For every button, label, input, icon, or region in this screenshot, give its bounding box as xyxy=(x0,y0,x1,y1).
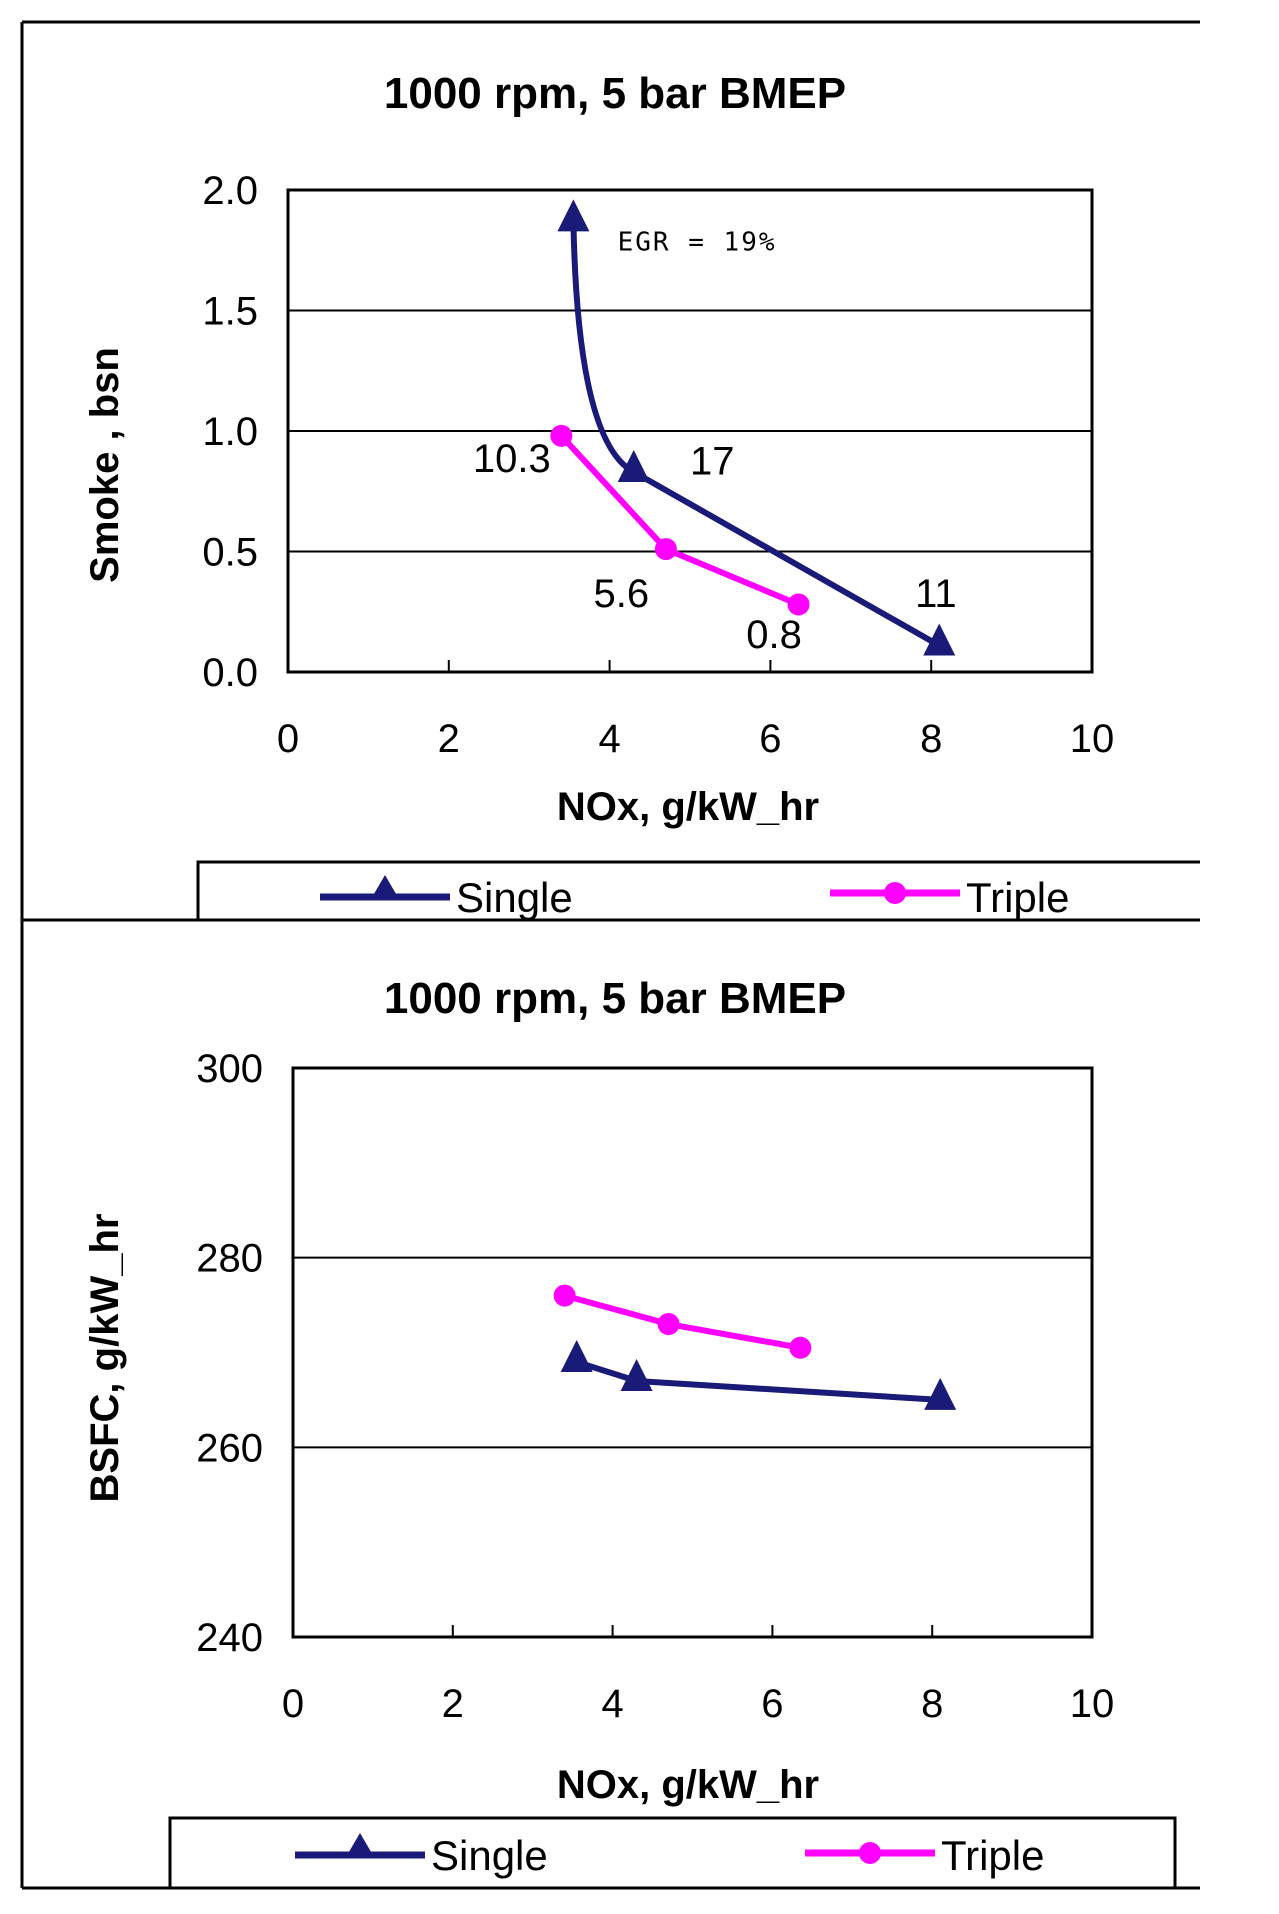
data-point-single xyxy=(557,199,590,232)
data-point-triple xyxy=(789,1336,812,1359)
series-line-triple xyxy=(563,1292,801,1351)
x-tick-label: 0 xyxy=(277,717,299,761)
x-tick-label: 4 xyxy=(601,1682,623,1726)
y-tick-label: 280 xyxy=(196,1237,263,1281)
x-axis-title: NOx, g/kW_hr xyxy=(557,1763,819,1807)
y-tick-label: 260 xyxy=(196,1426,263,1470)
data-point-triple xyxy=(553,1284,576,1307)
legend-triple-marker xyxy=(859,1842,881,1864)
x-tick-label: 2 xyxy=(442,1682,464,1726)
annotation-label: 0.8 xyxy=(746,613,802,657)
x-tick-label: 6 xyxy=(759,717,781,761)
chart-title: 1000 rpm, 5 bar BMEP xyxy=(384,974,846,1023)
chart-title: 1000 rpm, 5 bar BMEP xyxy=(384,69,846,118)
legend-box xyxy=(196,860,1200,920)
data-point-triple xyxy=(654,538,677,561)
data-point-single xyxy=(560,1339,593,1372)
legend-triple-label: Triple xyxy=(966,874,1069,921)
annotation-label: 11 xyxy=(915,572,957,616)
x-tick-label: 10 xyxy=(1070,717,1115,761)
smoke-chart: 1000 rpm, 5 bar BMEP Smoke , bsn NOx, g/… xyxy=(83,69,1200,921)
x-tick-label: 2 xyxy=(438,717,460,761)
plot-area: 240 260 280 300 0 2 4 6 8 10 xyxy=(196,1047,1114,1726)
annotation-label: EGR = 19% xyxy=(618,227,777,257)
data-point-single xyxy=(923,623,956,656)
x-tick-label: 8 xyxy=(920,717,942,761)
annotation-label: 5.6 xyxy=(594,572,650,616)
series-line-single xyxy=(575,1359,941,1403)
y-tick-label: 2.0 xyxy=(202,169,258,213)
legend-single-marker xyxy=(371,875,399,899)
annotation-label: 10.3 xyxy=(473,437,551,481)
data-point-single xyxy=(617,449,650,482)
bsfc-chart: 1000 rpm, 5 bar BMEP BSFC, g/kW_hr NOx, … xyxy=(83,974,1177,1890)
y-tick-label: 0.0 xyxy=(202,651,258,695)
y-tick-label: 300 xyxy=(196,1047,263,1091)
x-tick-label: 6 xyxy=(761,1682,783,1726)
data-point-triple xyxy=(657,1313,680,1336)
x-tick-label: 8 xyxy=(921,1682,943,1726)
data-point-single xyxy=(620,1358,653,1391)
legend-single-label: Single xyxy=(431,1832,548,1879)
data-point-triple xyxy=(787,593,810,616)
data-point-single xyxy=(924,1377,957,1410)
legend-box xyxy=(168,1816,1177,1890)
figure-frame xyxy=(20,20,1200,1890)
y-axis-title: Smoke , bsn xyxy=(83,347,127,583)
legend: Single Triple xyxy=(196,860,1200,921)
y-tick-label: 1.0 xyxy=(202,410,258,454)
data-point-triple xyxy=(550,424,573,447)
legend-single-label: Single xyxy=(456,874,573,921)
y-axis-title: BSFC, g/kW_hr xyxy=(83,1214,127,1503)
plot-area: 0.0 0.5 1.0 1.5 2.0 0 2 4 6 8 10 EGR = 19% 17 10.3 5.6… xyxy=(202,169,1114,761)
x-tick-label: 4 xyxy=(598,717,620,761)
legend-single-marker xyxy=(346,1833,374,1857)
annotation-label: 17 xyxy=(690,439,735,483)
y-tick-label: 0.5 xyxy=(202,531,258,575)
legend-triple-marker xyxy=(884,882,906,904)
legend: Single Triple xyxy=(168,1816,1177,1890)
y-tick-label: 1.5 xyxy=(202,290,258,334)
plot-border xyxy=(286,188,1094,674)
legend-triple-label: Triple xyxy=(941,1832,1044,1879)
plot-border xyxy=(291,1066,1094,1639)
x-tick-label: 0 xyxy=(282,1682,304,1726)
x-axis-title: NOx, g/kW_hr xyxy=(557,785,819,829)
y-tick-label: 240 xyxy=(196,1616,263,1660)
x-tick-label: 10 xyxy=(1070,1682,1115,1726)
